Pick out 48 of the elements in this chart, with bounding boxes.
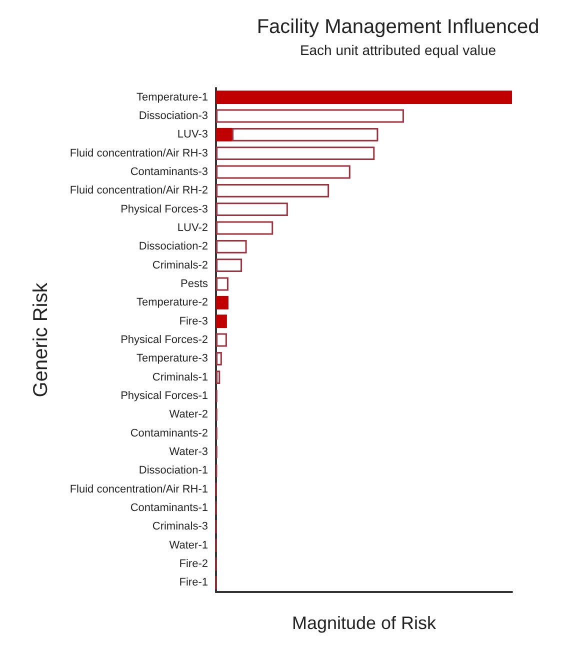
y-tick-label: Dissociation-3 [138, 110, 208, 122]
y-tick-label: Dissociation-1 [138, 464, 208, 477]
bar [216, 277, 228, 291]
y-tick-label: Fire-1 [179, 576, 208, 589]
bar [216, 314, 227, 328]
y-tick-label: Contaminants-2 [130, 427, 208, 440]
y-tick-label: Fluid concentration/Air RH-1 [70, 483, 208, 496]
bar [216, 165, 350, 179]
bar [216, 221, 274, 235]
bar [216, 258, 242, 272]
bar [216, 296, 228, 310]
y-tick-label: Physical Forces-1 [120, 390, 208, 402]
y-tick-label: Contaminants-3 [130, 166, 208, 178]
bar [216, 352, 222, 366]
y-tick-label: Contaminants-1 [130, 502, 208, 514]
y-tick-label: Fire-2 [179, 558, 208, 570]
bar [232, 128, 378, 142]
bar [216, 333, 227, 347]
y-tick-label: Dissociation-2 [138, 240, 208, 253]
bar [216, 109, 404, 123]
y-tick-label: Temperature-1 [136, 91, 208, 104]
y-tick-label: Criminals-2 [152, 259, 208, 272]
y-tick-label: Pests [180, 278, 208, 290]
x-axis-title: Magnitude of Risk [292, 613, 438, 633]
bar [216, 240, 247, 254]
y-tick-label: Fire-3 [179, 315, 208, 328]
y-tick-label: LUV-2 [177, 222, 208, 234]
bar [216, 202, 288, 216]
y-tick-label: Physical Forces-3 [120, 203, 208, 216]
y-tick-label: Temperature-2 [136, 296, 208, 309]
chart-subtitle: Each unit attributed equal value [300, 42, 496, 58]
y-tick-label: Physical Forces-2 [120, 334, 208, 346]
bar [216, 370, 220, 384]
y-tick-label: Fluid concentration/Air RH-2 [70, 184, 208, 197]
y-tick-label: LUV-3 [177, 128, 208, 141]
bar [216, 184, 330, 198]
y-tick-label: Temperature-3 [136, 352, 208, 365]
y-tick-label: Water-2 [169, 408, 208, 421]
bar [216, 146, 375, 160]
y-tick-label: Fluid concentration/Air RH-3 [70, 147, 208, 160]
y-tick-label: Criminals-1 [152, 371, 208, 384]
y-tick-label: Water-3 [169, 446, 208, 458]
bar [216, 90, 512, 104]
y-tick-label: Water-1 [169, 539, 208, 552]
y-tick-label: Criminals-3 [152, 520, 208, 533]
bar [216, 128, 232, 142]
chart-title: Facility Management Influenced [256, 16, 540, 38]
y-axis-title: Generic Risk [30, 282, 52, 398]
